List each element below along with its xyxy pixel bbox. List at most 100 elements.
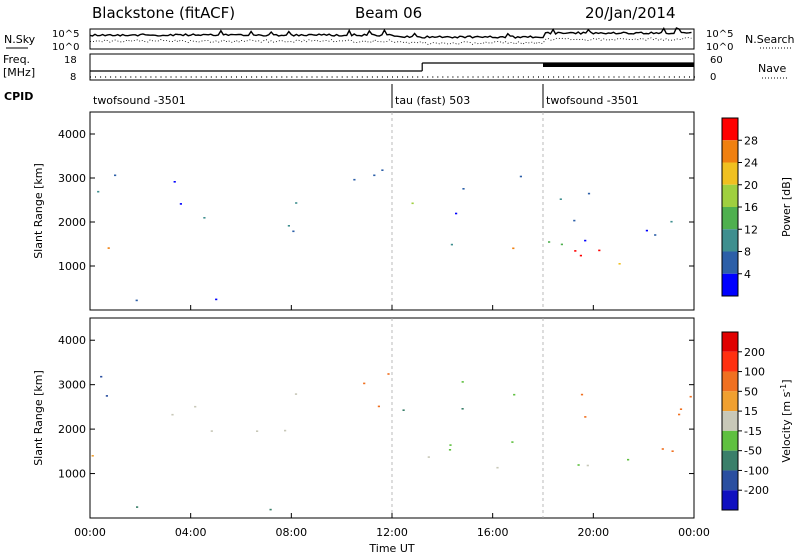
colorbar-segment [722, 140, 738, 163]
noise-left-tick-top: 10^5 [52, 29, 79, 40]
noise-right-ticks: 10^5 10^0 [706, 29, 733, 53]
colorbar-tick-label: 28 [744, 134, 758, 147]
x-tick-label: 20:00 [577, 526, 609, 539]
scatter-cell [513, 393, 516, 396]
velocity-colorbar-label: Velocity [m s-1] [779, 379, 793, 462]
x-tick-label: 08:00 [275, 526, 307, 539]
colorbar-segment [722, 371, 738, 392]
velocity-label-main: Velocity [m s [780, 391, 793, 462]
y-tick-label: 2000 [58, 216, 86, 229]
scatter-cell [194, 405, 197, 408]
x-axis-label: Time UT [368, 542, 414, 554]
scatter-cell [215, 298, 218, 301]
scatter-cell [627, 458, 630, 461]
velocity-scatter-cells [91, 373, 692, 511]
freq-dense-band [543, 63, 694, 67]
scatter-cell [363, 382, 366, 385]
velocity-label-close: ] [780, 379, 793, 383]
colorbar-tick-label: 50 [744, 385, 758, 398]
scatter-cell [381, 169, 384, 171]
scatter-cell [269, 508, 272, 511]
scatter-cell [387, 373, 390, 375]
scatter-cell [353, 178, 356, 181]
scatter-cell [559, 198, 562, 200]
nsearch-label: N.Search [745, 33, 795, 46]
colorbar-segment [722, 411, 738, 431]
colorbar-segment [722, 450, 738, 471]
scatter-cell [679, 408, 683, 410]
cpid-segment-label-0: twofsound -3501 [93, 94, 186, 107]
scatter-cell [135, 299, 138, 302]
scatter-cell [287, 225, 290, 227]
noise-strip-frame [89, 28, 695, 50]
noise-left-tick-bottom: 10^0 [52, 42, 79, 53]
scatter-cell [100, 375, 103, 378]
scatter-cell [295, 202, 298, 204]
x-tick-label: 16:00 [477, 526, 509, 539]
scatter-cell [461, 408, 464, 410]
scatter-cell [618, 263, 621, 265]
colorbar-segment [722, 229, 738, 252]
scatter-cell [461, 381, 464, 383]
colorbar-segment [722, 207, 738, 230]
y-tick-label: 3000 [58, 172, 86, 185]
nsearch-trace [89, 37, 692, 45]
scatter-cell [284, 429, 287, 432]
scatter-cell [114, 174, 117, 177]
scatter-cell [512, 247, 515, 250]
scatter-cell [105, 395, 108, 397]
velocity-plot-frame [89, 317, 695, 519]
velocity-label-sup: -1 [779, 384, 788, 392]
cpid-label: CPID [4, 90, 33, 103]
colorbar-segment [722, 273, 738, 296]
scatter-cell [519, 175, 522, 178]
scatter-cell [294, 393, 298, 395]
freq-left-tick-top: 18 [64, 55, 77, 66]
scatter-cell [579, 254, 582, 257]
scatter-cell [256, 430, 259, 432]
noise-right-tick-top: 10^5 [706, 29, 733, 40]
colorbar-tick-label: -100 [744, 464, 769, 477]
freq-unit-label: [MHz] [3, 66, 35, 79]
colorbar-tick-label: 4 [744, 268, 751, 281]
scatter-cell [511, 441, 514, 443]
colorbar-frame [721, 331, 739, 511]
power-scatter-cells [97, 169, 673, 302]
colorbar-tick-label: -50 [744, 445, 762, 458]
noise-traces [89, 26, 692, 45]
y-axis-label: Slant Range [km] [32, 163, 45, 259]
y-tick-label: 3000 [58, 379, 86, 392]
nsky-trace [89, 26, 692, 39]
colorbar-segment [722, 351, 738, 372]
scatter-cell [462, 188, 465, 190]
colorbar-tick-label: -15 [744, 425, 762, 438]
scatter-cell [496, 466, 499, 469]
scatter-cell [548, 241, 551, 243]
x-axis: 00:00 04:00 08:00 12:00 16:00 20:00 00:00 [74, 305, 710, 539]
colorbar-segment [722, 391, 738, 412]
colorbar-segment [722, 490, 738, 510]
scatter-cell [645, 229, 648, 232]
velocity-panel: 1000 2000 3000 4000 Slant Range [km] [32, 317, 695, 519]
scatter-cell [574, 250, 577, 252]
power-panel: 1000 2000 3000 4000 Slant Range [km] [32, 111, 695, 311]
freq-left-tick-bottom: 8 [70, 72, 76, 83]
scatter-cell [560, 243, 563, 246]
noise-left-ticks: 10^5 10^0 [52, 29, 79, 53]
scatter-cell [671, 450, 674, 452]
cpid-segment-label-2: twofsound -3501 [546, 94, 639, 107]
scatter-cell [91, 455, 94, 457]
scatter-cell [179, 203, 182, 205]
colorbar-tick-label: 200 [744, 346, 765, 359]
colorbar-tick-label: -200 [744, 484, 769, 497]
colorbar-tick-label: 100 [744, 366, 765, 379]
scatter-cell [584, 239, 587, 242]
colorbar-segment [722, 162, 738, 185]
colorbar-tick-label: 24 [744, 157, 758, 170]
station-title: Blackstone (fitACF) [92, 4, 235, 22]
colorbar-segment [722, 332, 738, 352]
scatter-cell [598, 249, 601, 252]
freq-traces [90, 62, 695, 78]
x-tick-label: 00:00 [74, 526, 106, 539]
scatter-cell [670, 220, 673, 223]
